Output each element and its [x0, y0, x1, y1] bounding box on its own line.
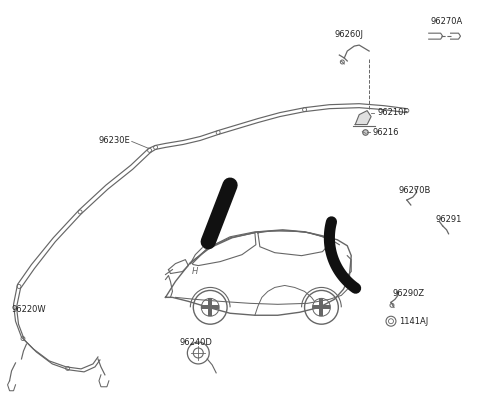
Polygon shape	[201, 305, 219, 309]
Text: 96270B: 96270B	[399, 186, 432, 194]
Polygon shape	[208, 298, 212, 316]
Text: 1141AJ: 1141AJ	[399, 317, 428, 326]
Text: 96290Z: 96290Z	[393, 289, 425, 298]
Polygon shape	[312, 305, 330, 309]
Text: 96260J: 96260J	[335, 30, 363, 39]
Text: 96270A: 96270A	[431, 17, 463, 26]
Text: 96216: 96216	[372, 128, 398, 137]
Text: H: H	[192, 267, 198, 276]
Text: 96210F: 96210F	[377, 108, 408, 117]
Polygon shape	[320, 298, 324, 316]
Text: 96230E: 96230E	[99, 136, 131, 145]
Text: 96220W: 96220W	[12, 305, 46, 314]
Text: 96240D: 96240D	[180, 337, 213, 346]
Polygon shape	[355, 111, 371, 125]
Text: 96291: 96291	[436, 215, 462, 224]
